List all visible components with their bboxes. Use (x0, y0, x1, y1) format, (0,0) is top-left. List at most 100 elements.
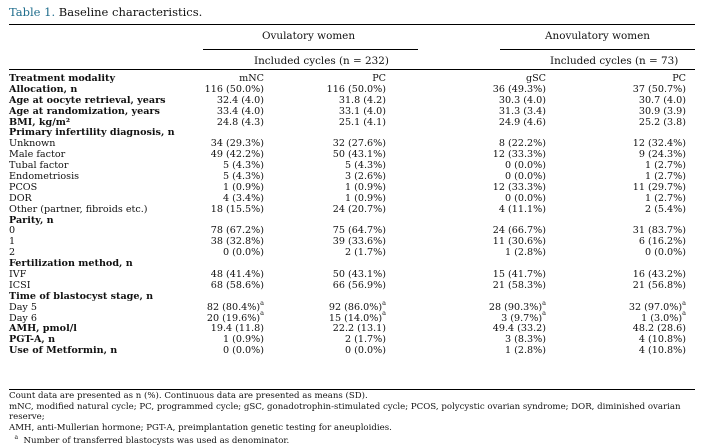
row-label: PCOS (9, 181, 38, 193)
cell-value: 0 (0.0%) (504, 171, 546, 183)
row-cell: 39 (33.6%) (332, 236, 386, 248)
row-cell: 92 (86.0%)a (328, 299, 386, 314)
cell-value: 5 (4.3%) (222, 160, 264, 172)
cell-value: 5 (4.3%) (344, 160, 386, 172)
row-cell: 4 (11.1%) (499, 204, 546, 216)
cell-value: 49.4 (33.2) (492, 323, 546, 335)
row-cell: 0 (0.0%) (223, 247, 264, 259)
cell-value: 33.1 (4.0) (338, 105, 386, 117)
cell-value: 2 (1.7%) (344, 334, 386, 346)
row-cell: 1 (2.8%) (504, 247, 546, 259)
row-label: Time of blastocyst stage, n (9, 290, 154, 302)
table-row: Primary infertility diagnosis, n (9, 128, 695, 139)
cell-value: 0 (0.0%) (644, 247, 686, 259)
row-cell: 50 (43.1%) (332, 149, 386, 161)
table-notes: Count data are presented as n (%). Conti… (9, 391, 699, 447)
table-row: Age at oocyte retrieval, years 32.4 (4.0)… (9, 94, 695, 107)
footnote-marker: a (542, 298, 546, 307)
row-cell: 48 (41.4%) (211, 269, 264, 281)
cell-value: 3 (2.6%) (344, 171, 386, 183)
row-cell: 1 (2.7%) (644, 160, 686, 172)
row-cell: 8 (22.2%) (499, 138, 546, 150)
table-label: Table 1. (9, 5, 56, 19)
cell-value: 48.2 (28.6) (632, 323, 686, 335)
row-cell: 30.7 (4.0) (638, 94, 686, 107)
row-cell: 50 (43.1%) (333, 269, 386, 281)
cell-value: 18 (15.5%) (210, 203, 264, 215)
row-cell: 3 (2.6%) (344, 171, 386, 183)
cell-value: 34 (29.3%) (210, 138, 264, 150)
table-row: 0 78 (67.2%) 75 (64.7%) 24 (66.7%) 31 (83.7%… (9, 226, 695, 237)
row-label: Treatment modality (9, 73, 116, 84)
row-cell: 3 (8.3%) (505, 334, 546, 346)
row-cell: 75 (64.7%) (333, 226, 386, 237)
footnote-marker: a (542, 309, 546, 318)
cell-value: 50 (43.1%) (332, 149, 386, 161)
row-label: ICSI (9, 279, 31, 291)
row-label: Use of Metformin, n (9, 345, 118, 357)
cell-value: 15 (41.7%) (492, 269, 546, 281)
included-ovulatory: Included cycles (n = 232) (254, 55, 389, 67)
row-cell: 0 (0.0%) (505, 193, 546, 205)
row-cell: 48.2 (28.6) (633, 324, 686, 335)
cell-value: 4 (10.8%) (638, 334, 686, 346)
table-row: 2 0 (0.0%) 2 (1.7%) 1 (2.8%) 0 (0.0%) (9, 247, 695, 259)
note-line: mNC, modified natural cycle; PC, program… (9, 401, 681, 423)
cell-value: 6 (16.2%) (638, 236, 686, 248)
cell-value: 30.3 (4.0) (498, 94, 546, 106)
row-cell: 19.4 (11.8) (211, 324, 264, 335)
footnote-marker: a (14, 434, 19, 442)
top-rule (9, 24, 695, 25)
row-cell: 12 (33.3%) (493, 182, 546, 194)
row-cell: 24 (20.7%) (333, 204, 386, 216)
cell-value: 4 (3.4%) (222, 192, 264, 204)
row-cell: mNC (239, 73, 264, 85)
cell-value: 49 (42.2%) (210, 149, 264, 161)
cell-value: 11 (29.7%) (632, 181, 686, 193)
row-cell: 30.3 (4.0) (498, 94, 546, 107)
cell-value: 32 (97.0%) (628, 301, 683, 313)
table-row: Parity, n (9, 215, 695, 227)
cell-value: 21 (56.8%) (632, 279, 686, 291)
row-cell: 30.9 (3.9) (638, 105, 686, 118)
cell-value: 9 (24.3%) (638, 149, 686, 161)
table-row: PGT-A, n 1 (0.9%) 2 (1.7%) 3 (8.3%) 4 (10.8%… (9, 334, 695, 346)
cell-value: 92 (86.0%) (328, 301, 383, 313)
footnote: a Number of transferred blastocysts was … (9, 433, 699, 446)
cell-value: 78 (67.2%) (210, 225, 264, 237)
row-cell: 2 (5.4%) (645, 204, 686, 216)
cell-value: 30.9 (3.9) (638, 105, 686, 117)
row-label: 2 (9, 247, 16, 259)
row-label: 0 (9, 225, 16, 237)
row-cell: 1 (0.9%) (345, 193, 386, 205)
note-line: AMH, anti-Mullerian hormone; PGT-A, prei… (9, 422, 392, 433)
cell-value: 24 (66.7%) (492, 225, 546, 237)
row-cell: PC (372, 73, 386, 85)
table-row: Unknown 34 (29.3%) 32 (27.6%) 8 (22.2%) 12 (… (9, 138, 695, 150)
cell-value: 5 (4.3%) (222, 171, 264, 183)
cell-value: 1 (3.0%) (641, 312, 683, 324)
row-cell: 28 (90.3%)a (489, 299, 546, 314)
row-label: Endometriosis (9, 171, 80, 183)
table-row: Fertilization method, n (9, 258, 695, 270)
row-cell: 33.1 (4.0) (338, 105, 386, 118)
row-cell: 31.8 (4.2) (339, 95, 386, 107)
row-cell: 22.2 (13.1) (333, 324, 386, 335)
cell-value: 82 (80.4%) (206, 301, 261, 313)
row-cell: 66 (56.9%) (333, 280, 386, 292)
cell-value: 39 (33.6%) (332, 236, 386, 248)
row-label: IVF (9, 269, 27, 281)
row-cell: 38 (32.8%) (211, 236, 264, 248)
row-cell: 25.2 (3.8) (639, 117, 686, 129)
cell-value: 1 (2.8%) (504, 247, 546, 259)
cell-value: 30.7 (4.0) (638, 94, 686, 106)
row-cell: 68 (58.6%) (211, 280, 264, 292)
group-ovulatory: Ovulatory women (262, 30, 356, 42)
row-cell: 32.4 (4.0) (217, 95, 264, 107)
cell-value: 1 (2.7%) (644, 160, 686, 172)
table-body: Treatment modality mNC PC gSC PC Allocation, … (9, 73, 695, 357)
row-label: Day 6 (9, 312, 37, 324)
cell-value: 1 (0.9%) (344, 181, 386, 193)
row-cell: gSC (526, 73, 546, 85)
row-cell: 1 (2.7%) (645, 193, 686, 205)
